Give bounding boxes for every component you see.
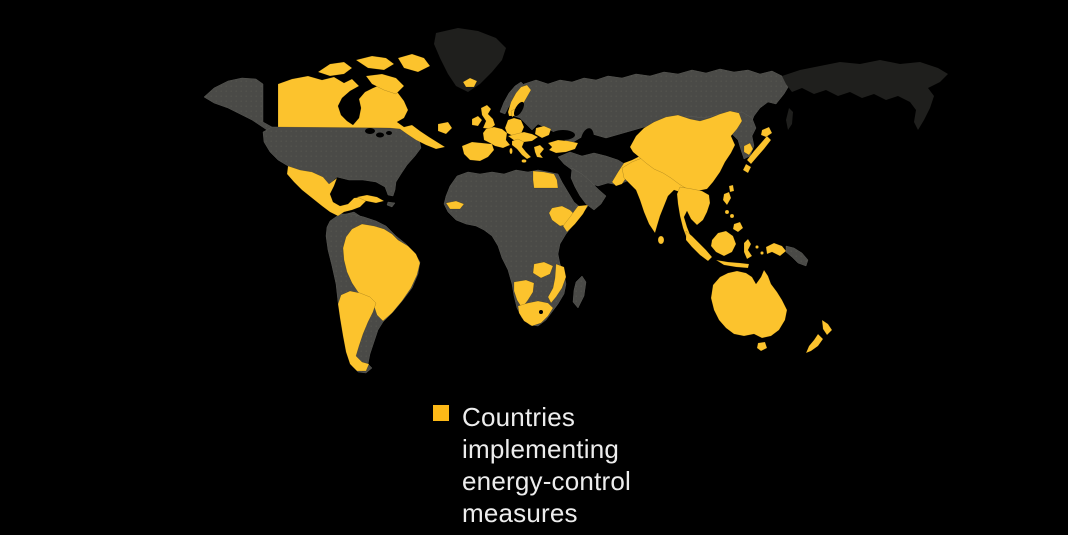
island-madagascar xyxy=(572,275,587,309)
country-senegal xyxy=(445,200,465,210)
country-greenland xyxy=(434,28,506,92)
island-moluccas xyxy=(755,245,759,249)
country-taiwan xyxy=(728,184,735,193)
region-arabian-peninsula xyxy=(570,167,607,211)
island-kyushu-japan xyxy=(742,163,752,174)
country-south-africa xyxy=(517,300,554,327)
country-united-states xyxy=(262,126,422,197)
island-visayas-philippines xyxy=(724,209,730,215)
island-hispaniola xyxy=(386,201,396,208)
island-sulawesi xyxy=(743,238,753,260)
region-russia-east-europe xyxy=(513,68,791,145)
country-zambia xyxy=(532,261,554,279)
country-mozambique xyxy=(547,263,567,304)
legend-label-line: Countries xyxy=(462,402,576,432)
country-sri-lanka xyxy=(657,235,665,245)
country-canada xyxy=(277,75,446,150)
island-honshu-japan xyxy=(746,135,772,165)
region-canadian-arctic-islands xyxy=(317,61,353,77)
country-greece xyxy=(533,144,545,159)
region-canadian-arctic-islands xyxy=(397,53,431,73)
nz-north-island xyxy=(821,319,833,336)
country-australia xyxy=(710,269,788,339)
island-moluccas xyxy=(760,251,764,255)
region-iberia xyxy=(461,141,495,162)
island-visayas-philippines xyxy=(729,213,735,219)
island-newfoundland xyxy=(437,121,453,135)
black-sea xyxy=(551,130,575,140)
legend-color-swatch xyxy=(433,405,449,421)
nz-south-island xyxy=(805,333,824,354)
country-south-korea xyxy=(743,142,754,156)
island-baffin xyxy=(365,73,405,95)
legend-label-line: implementing xyxy=(462,434,620,464)
legend-label: Countries implementing energy-control me… xyxy=(462,401,631,529)
lake-superior xyxy=(365,128,375,134)
lake-michigan-huron xyxy=(376,132,384,138)
country-lesotho xyxy=(539,310,543,314)
country-papua-new-guinea xyxy=(785,245,809,267)
island-tasmania xyxy=(756,341,768,352)
country-somalia xyxy=(562,204,589,233)
country-turkey xyxy=(547,139,579,154)
baltic-sea xyxy=(513,101,525,117)
water-layer xyxy=(365,101,594,314)
caspian-sea xyxy=(580,128,594,154)
region-russian-far-east xyxy=(782,60,948,130)
island-sicily xyxy=(521,159,527,163)
island-mindanao-philippines xyxy=(732,221,744,233)
country-brazil xyxy=(342,223,421,322)
continent-africa xyxy=(443,169,589,327)
highlight-layer xyxy=(277,53,833,372)
map-legend: Countries implementing energy-control me… xyxy=(433,401,631,529)
lake-ontario-erie xyxy=(386,131,392,135)
island-luzon-philippines xyxy=(722,191,732,206)
country-united-kingdom xyxy=(480,104,496,130)
region-romania-hungary xyxy=(534,125,552,139)
legend-label-line: energy-control xyxy=(462,466,631,496)
country-egypt xyxy=(532,170,559,189)
country-ireland xyxy=(471,115,483,127)
island-sumatra xyxy=(685,230,713,262)
country-italy xyxy=(511,138,532,160)
island-java xyxy=(715,259,750,269)
region-canadian-arctic-islands xyxy=(355,55,395,71)
region-argentina-chile xyxy=(337,290,377,372)
country-cuba xyxy=(356,194,385,204)
island-borneo xyxy=(710,230,737,257)
country-iceland xyxy=(462,77,478,88)
legend-label-line: measures xyxy=(462,498,578,528)
region-west-papua xyxy=(765,242,787,257)
island-sakhalin xyxy=(786,108,793,130)
island-hokkaido-japan xyxy=(760,126,773,138)
country-germany xyxy=(504,117,525,137)
country-alaska-us xyxy=(203,77,282,136)
region-indochina xyxy=(676,186,711,248)
island-sardinia xyxy=(509,147,513,155)
country-namibia xyxy=(513,279,535,309)
country-france xyxy=(482,126,511,149)
country-china xyxy=(629,110,743,192)
